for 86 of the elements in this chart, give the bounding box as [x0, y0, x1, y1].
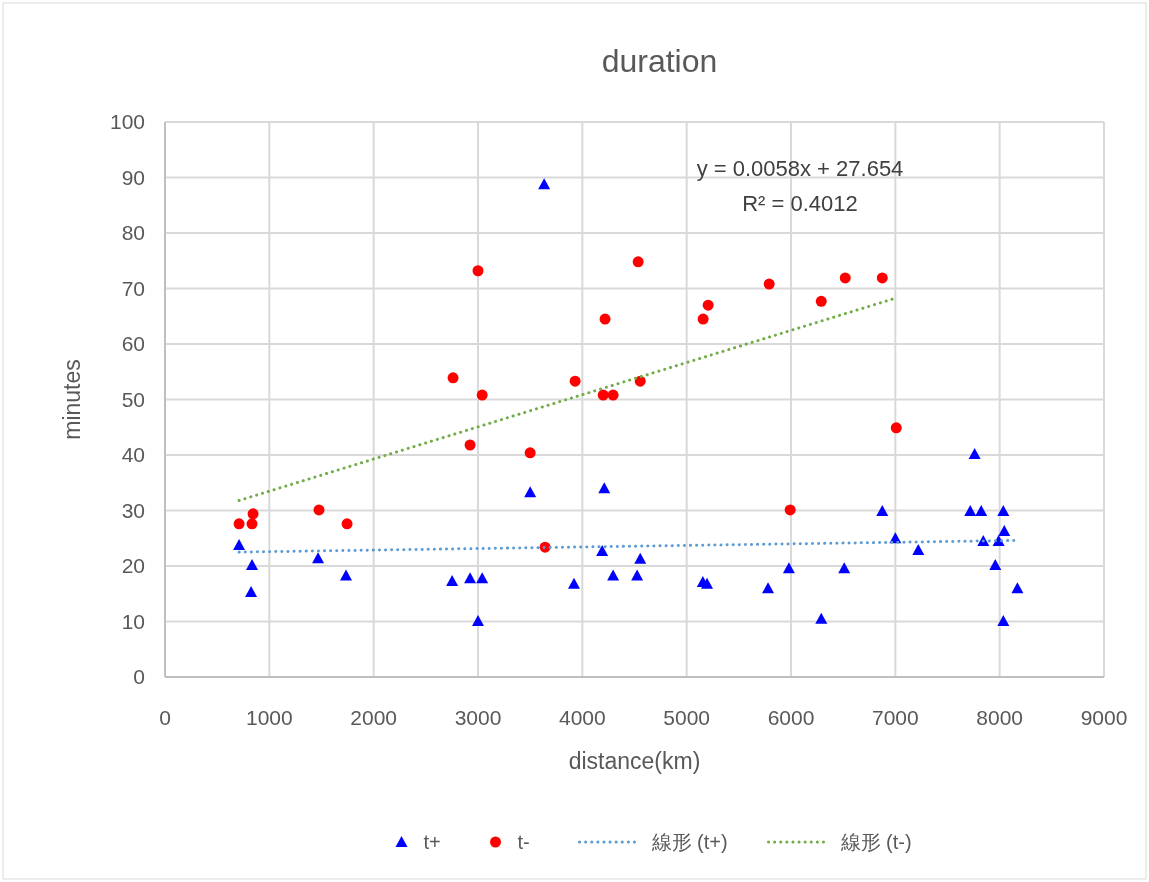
- x-tick-label: 9000: [1080, 706, 1128, 729]
- y-tick-label: 90: [121, 165, 145, 189]
- point: [762, 582, 775, 594]
- chart-title: duration: [601, 43, 718, 79]
- point: [815, 295, 827, 307]
- legend-label: t-: [517, 831, 530, 853]
- point: [989, 558, 1002, 570]
- point: [247, 508, 259, 520]
- point: [464, 572, 477, 584]
- x-tick-label: 7000: [871, 706, 919, 729]
- legend-label: 線形 (t-): [839, 831, 912, 853]
- point: [964, 505, 977, 517]
- point: [245, 586, 258, 598]
- x-tick-label: 3000: [454, 706, 502, 729]
- point: [815, 612, 828, 624]
- y-tick-label: 30: [121, 498, 145, 522]
- point: [524, 447, 536, 459]
- annotation: R² = 0.4012: [742, 191, 858, 216]
- point: [997, 505, 1010, 517]
- point: [597, 389, 609, 401]
- point: [634, 552, 647, 564]
- y-axis-title: minutes: [59, 359, 85, 440]
- point: [702, 299, 714, 311]
- point: [975, 505, 988, 517]
- point: [876, 272, 888, 284]
- point: [912, 543, 925, 555]
- point: [607, 569, 620, 581]
- point: [312, 552, 325, 564]
- point: [782, 562, 795, 574]
- point: [598, 482, 611, 494]
- y-tick-label: 20: [121, 554, 145, 577]
- point: [607, 389, 619, 401]
- point: [476, 572, 489, 584]
- point: [472, 265, 484, 277]
- annotation: y = 0.0058x + 27.654: [696, 156, 904, 181]
- x-tick-label: 2000: [350, 706, 398, 729]
- point: [246, 558, 259, 570]
- legend-label: 線形 (t+): [650, 831, 728, 853]
- point: [968, 447, 981, 459]
- point: [246, 518, 258, 530]
- y-tick-label: 10: [121, 609, 145, 633]
- point: [997, 614, 1010, 626]
- point: [524, 486, 537, 498]
- point: [340, 569, 353, 581]
- point: [567, 577, 580, 589]
- point: [596, 545, 609, 557]
- point: [476, 389, 488, 401]
- y-tick-label: 0: [133, 665, 145, 688]
- point: [313, 504, 325, 516]
- point: [538, 178, 551, 190]
- y-tick-label: 50: [121, 387, 145, 411]
- point: [839, 272, 851, 284]
- y-tick-label: 100: [109, 110, 145, 133]
- point: [977, 535, 990, 547]
- x-axis-title: distance(km): [568, 748, 701, 774]
- point: [1011, 582, 1024, 594]
- point: [784, 504, 796, 516]
- x-tick-label: 0: [159, 706, 171, 729]
- point: [876, 505, 889, 517]
- point: [446, 574, 459, 586]
- point: [569, 375, 581, 387]
- point: [472, 614, 484, 626]
- legend-label: t+: [423, 831, 441, 853]
- point: [632, 256, 644, 268]
- point: [701, 577, 714, 589]
- point: [464, 439, 476, 451]
- y-tick-label: 80: [121, 221, 145, 244]
- point: [599, 313, 611, 325]
- point: [631, 569, 644, 581]
- point: [447, 372, 459, 384]
- x-tick-label: 1000: [245, 706, 293, 729]
- point: [763, 278, 775, 290]
- y-tick-label: 70: [121, 276, 145, 300]
- point: [341, 518, 353, 530]
- point: [233, 538, 246, 550]
- x-tick-label: 4000: [558, 706, 606, 729]
- y-tick-label: 60: [121, 332, 145, 355]
- x-tick-label: 5000: [663, 706, 711, 729]
- x-tick-label: 8000: [976, 706, 1024, 729]
- point: [890, 422, 902, 434]
- point: [998, 525, 1011, 537]
- point: [233, 518, 245, 530]
- y-tick-label: 40: [121, 443, 145, 466]
- x-tick-label: 6000: [767, 706, 815, 729]
- point: [838, 562, 851, 574]
- point: [697, 313, 709, 325]
